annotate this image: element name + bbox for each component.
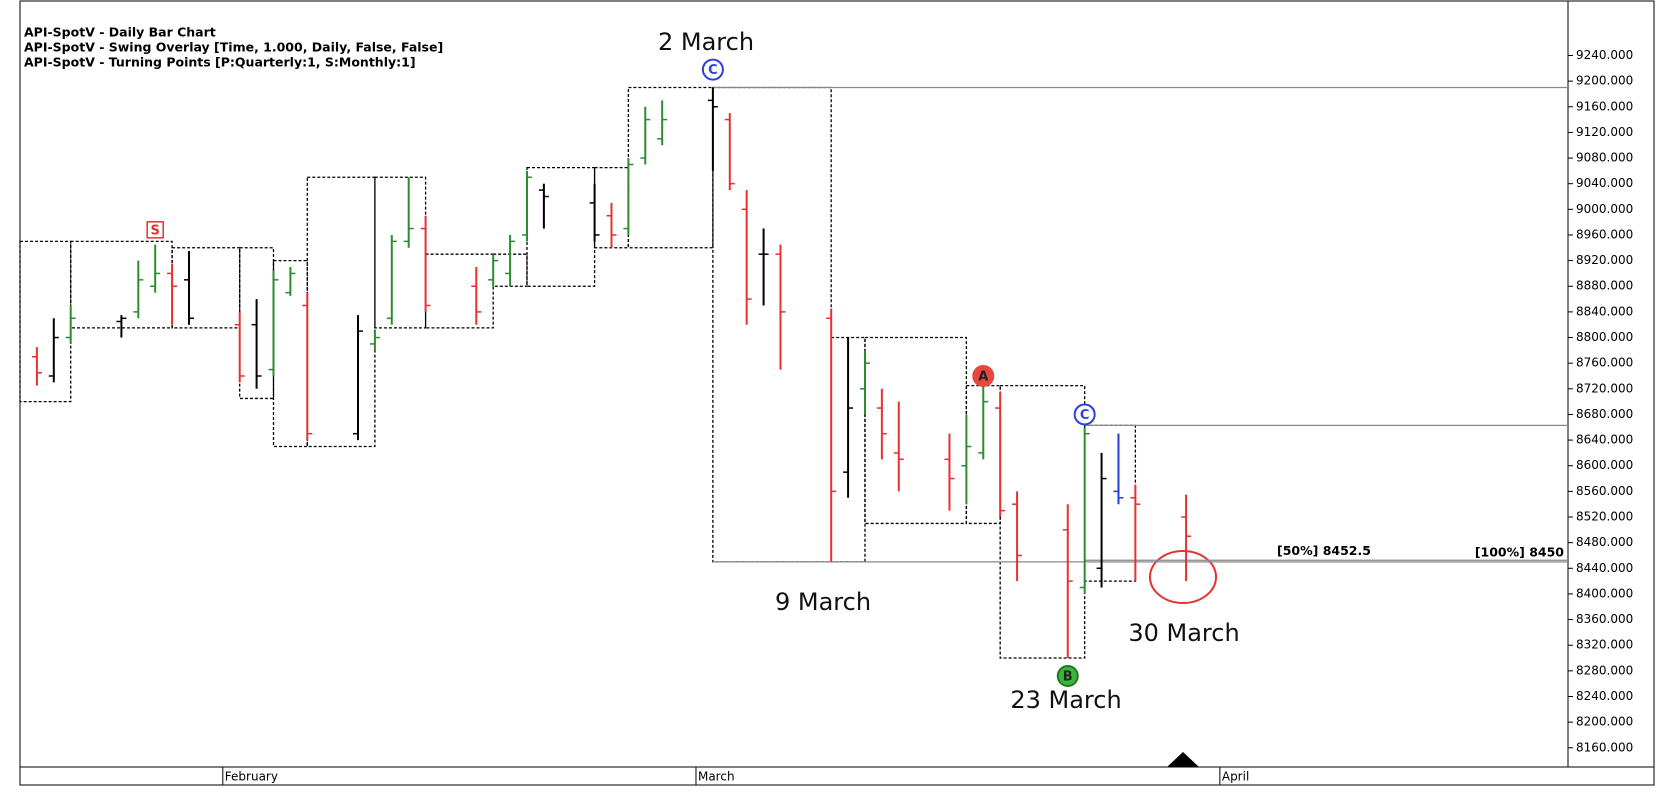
highlight-circle (1149, 550, 1217, 604)
y-tick-label: 8160.000 (1576, 740, 1633, 754)
y-tick-label: 8480.000 (1576, 535, 1633, 549)
y-tick-label: 8720.000 (1576, 381, 1633, 395)
level-label: [50%] 8452.5 (1277, 543, 1371, 558)
y-tick-label: 8600.000 (1576, 458, 1633, 472)
x-tick-label: March (698, 770, 735, 784)
swing-box (70, 240, 173, 329)
swing-box (999, 384, 1086, 659)
turning-point-label: S (151, 223, 160, 238)
y-tick-label: 8680.000 (1576, 407, 1633, 421)
current-bar-marker (1167, 752, 1199, 767)
y-tick-label: 9200.000 (1576, 74, 1633, 88)
swing-box (526, 167, 596, 287)
swing-box (19, 240, 72, 403)
header-line: API-SpotV - Swing Overlay [Time, 1.000, … (24, 40, 443, 55)
y-tick-label: 8920.000 (1576, 253, 1633, 267)
y-tick-label: 8880.000 (1576, 279, 1633, 293)
y-tick-label: 9160.000 (1576, 99, 1633, 113)
swing-box (424, 253, 494, 329)
x-tick-label: February (225, 770, 278, 784)
y-tick-label: 8760.000 (1576, 356, 1633, 370)
swing-box (239, 247, 275, 400)
swing-box (627, 86, 714, 249)
y-tick-label: 9040.000 (1576, 176, 1633, 190)
y-tick-label: 8400.000 (1576, 586, 1633, 600)
level-label: [100%] 8450 (1475, 544, 1564, 559)
x-tick-label: April (1222, 770, 1249, 784)
y-tick-label: 9240.000 (1576, 48, 1633, 62)
y-tick-label: 8560.000 (1576, 484, 1633, 498)
header-line: API-SpotV - Turning Points [P:Quarterly:… (24, 55, 416, 70)
turning-point-label: C (708, 63, 718, 78)
y-tick-label: 9080.000 (1576, 151, 1633, 165)
header-line: API-SpotV - Daily Bar Chart (24, 25, 216, 40)
swing-box (306, 176, 376, 448)
turning-point (146, 221, 164, 239)
annotation: 9 March (775, 588, 871, 616)
y-tick-label: 9120.000 (1576, 125, 1633, 139)
swing-box (171, 247, 241, 329)
y-tick-label: 8520.000 (1576, 510, 1633, 524)
y-tick-label: 8840.000 (1576, 304, 1633, 318)
y-tick-label: 8440.000 (1576, 561, 1633, 575)
y-tick-label: 8800.000 (1576, 330, 1633, 344)
y-tick-label: 8960.000 (1576, 227, 1633, 241)
swing-box (374, 176, 427, 329)
annotation: 30 March (1128, 619, 1239, 647)
swing-box (1084, 424, 1137, 582)
y-tick-label: 8200.000 (1576, 715, 1633, 729)
y-tick-label: 8640.000 (1576, 433, 1633, 447)
y-tick-label: 9000.000 (1576, 202, 1633, 216)
annotation: 23 March (1010, 686, 1121, 714)
y-tick-label: 8320.000 (1576, 638, 1633, 652)
turning-point (1073, 403, 1096, 426)
turning-point (972, 364, 995, 387)
turning-point-label: A (978, 369, 988, 384)
y-tick-label: 8240.000 (1576, 689, 1633, 703)
y-tick-label: 8360.000 (1576, 612, 1633, 626)
turning-point-label: B (1063, 669, 1073, 684)
turning-point (1056, 664, 1079, 687)
y-tick-label: 8280.000 (1576, 663, 1633, 677)
turning-point (701, 58, 724, 81)
swing-box (864, 336, 968, 525)
turning-point-label: C (1080, 408, 1090, 423)
frame (19, 0, 1655, 786)
annotation: 2 March (658, 28, 754, 56)
